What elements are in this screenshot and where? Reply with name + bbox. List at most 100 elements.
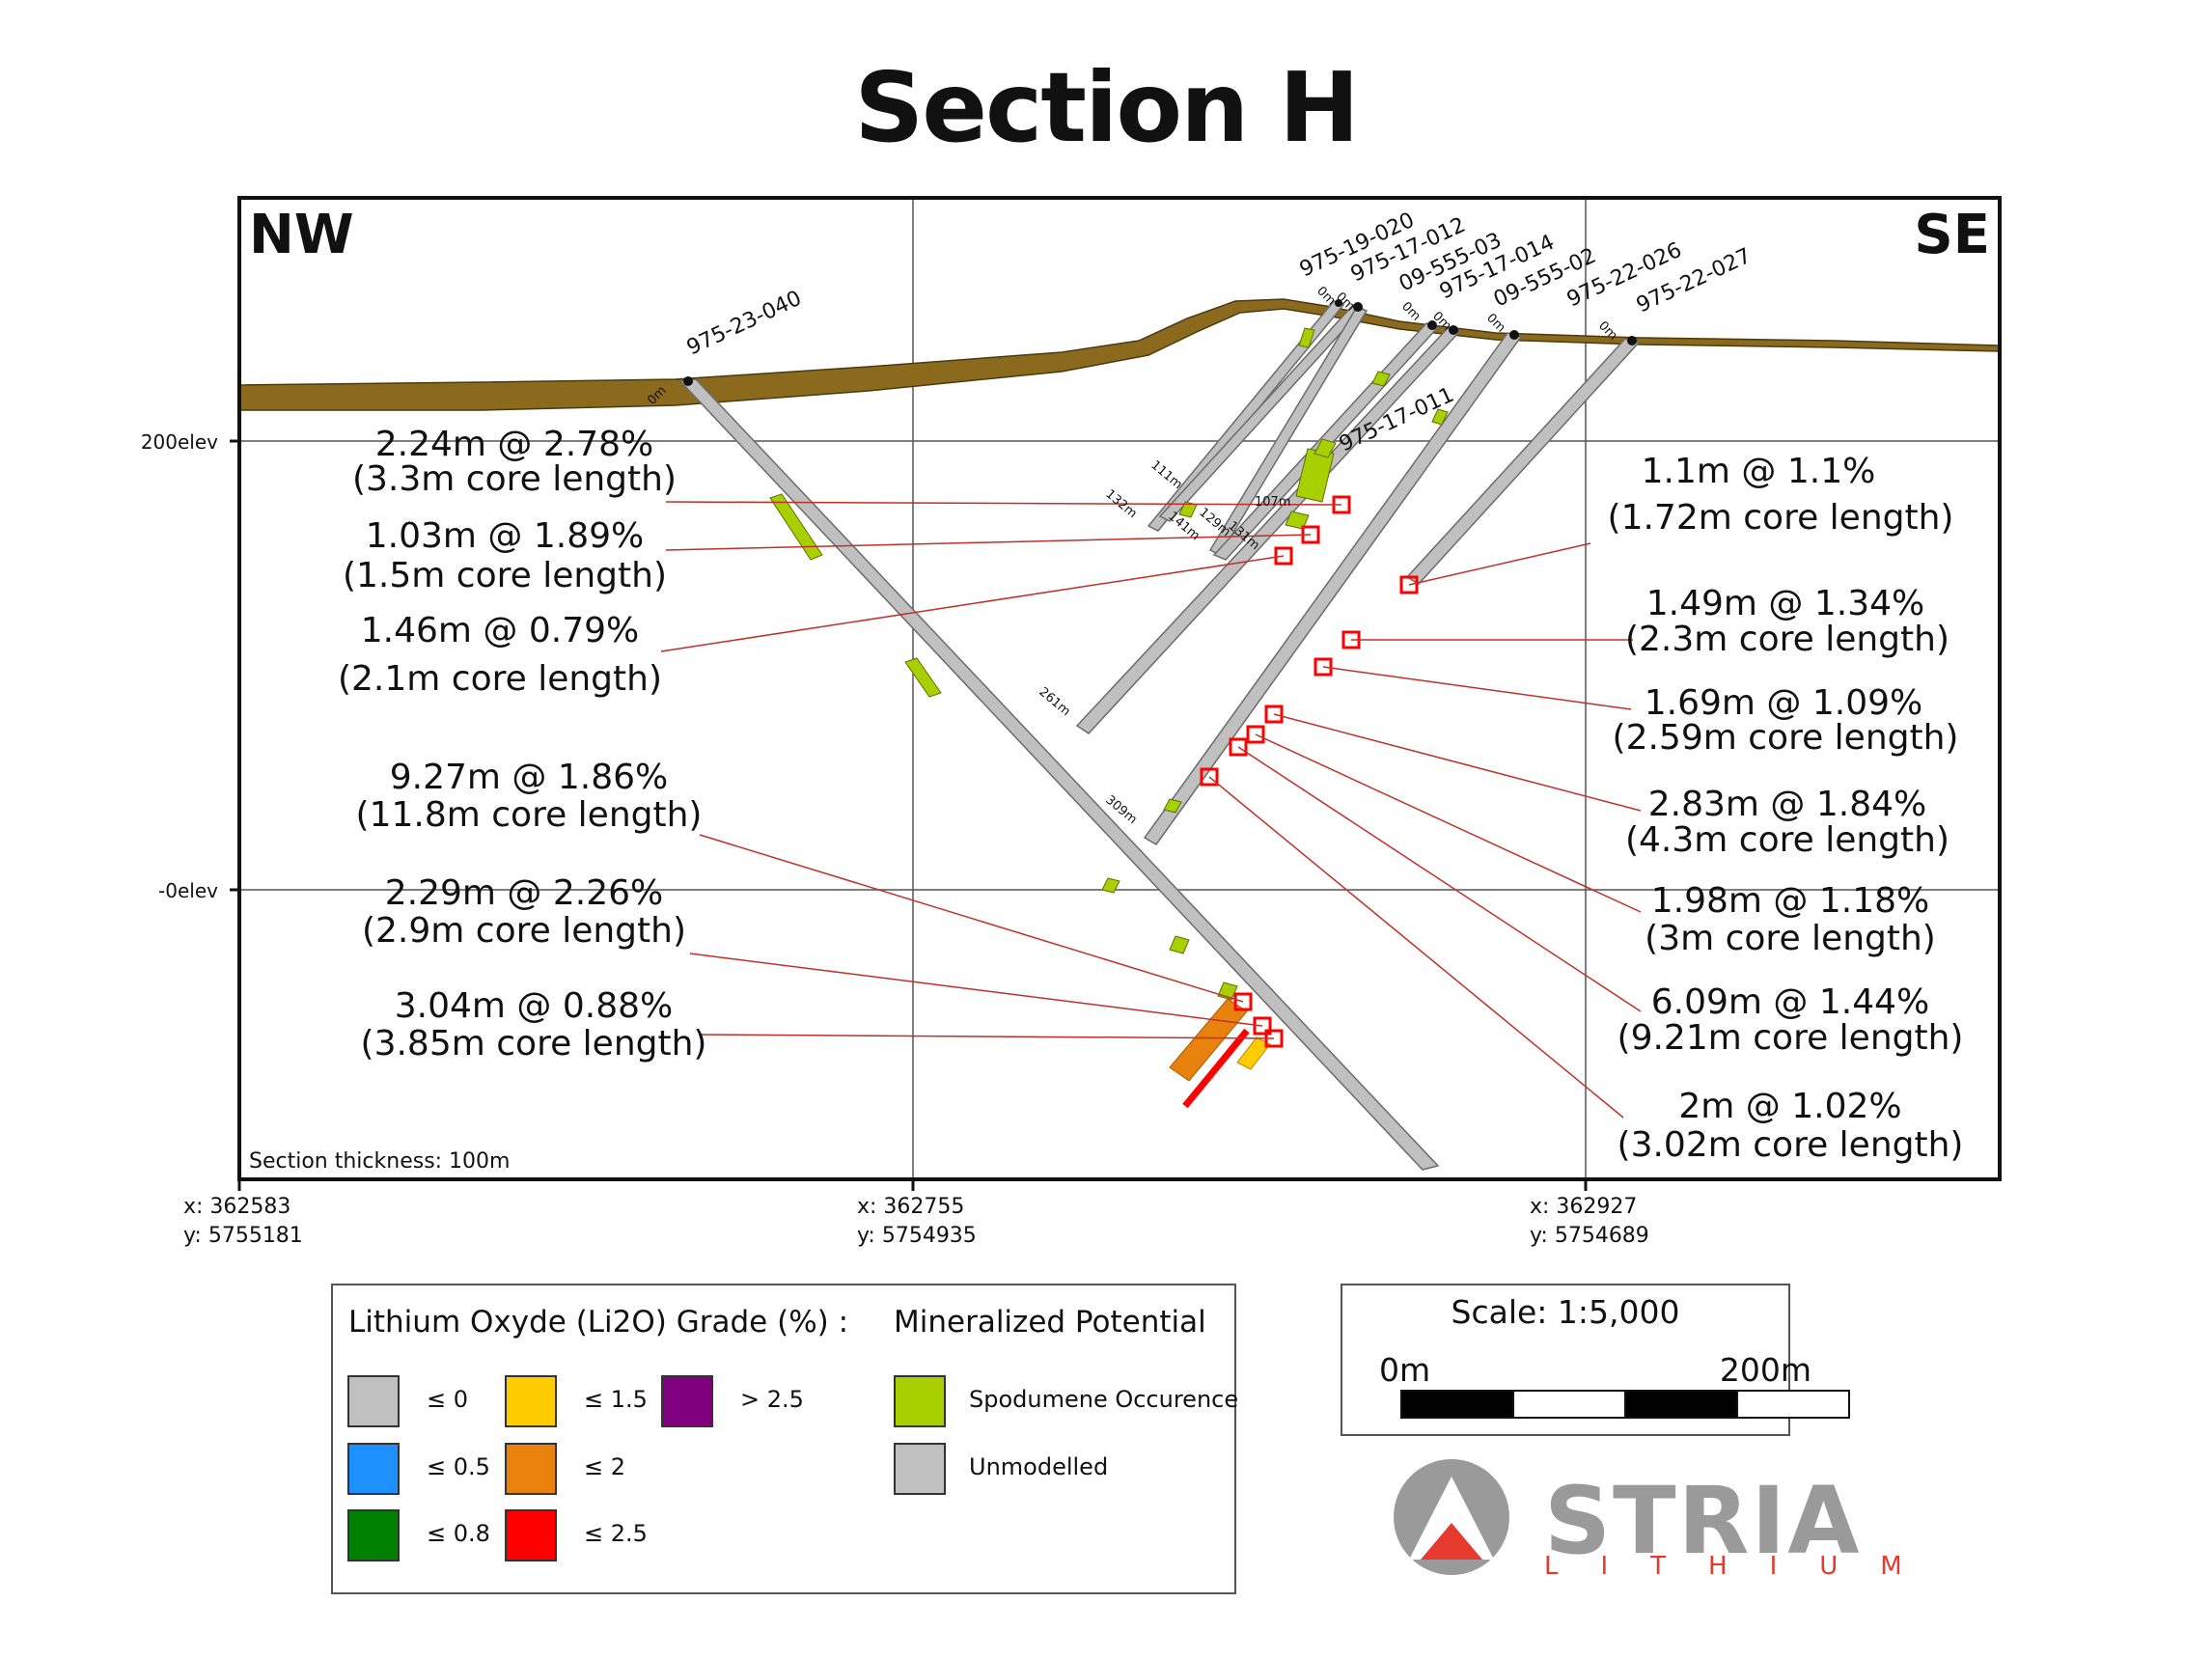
legend-swatch-grade-0: [347, 1375, 400, 1427]
intercept-marker: [1200, 767, 1219, 787]
intercept-grade: 1.03m @ 1.89%: [366, 516, 644, 556]
legend-swatch-grade-gt25: [661, 1375, 713, 1427]
intercept-grade: 2.29m @ 2.26%: [385, 873, 663, 913]
grade-interval-orange: [1169, 998, 1248, 1082]
corner-label-se: SE: [1914, 204, 1990, 266]
drillhole-975-17-012: [1158, 304, 1365, 522]
intercept-grade: 3.04m @ 0.88%: [395, 986, 673, 1026]
intercept-core: (11.8m core length): [356, 795, 703, 835]
spodumene-patch: [769, 493, 823, 561]
legend-label: Unmodelled: [969, 1453, 1109, 1480]
spodumene-patch: [1169, 935, 1190, 954]
legend-grade-title: Lithium Oxyde (Li2O) Grade (%) :: [348, 1305, 849, 1340]
leader-line: [699, 834, 1244, 1003]
legend-label: ≤ 0.8: [427, 1520, 490, 1547]
intercept-marker: [1274, 546, 1293, 566]
legend-label: ≤ 2.5: [584, 1520, 648, 1547]
intercept-core: (3.02m core length): [1618, 1125, 1964, 1165]
stria-logo-icon: [1394, 1459, 1509, 1575]
legend-label: ≤ 2: [584, 1453, 626, 1480]
legend-swatch-grade-25: [505, 1509, 557, 1561]
drillhole-975-22-027: [1405, 338, 1641, 585]
intercept-grade: 2.83m @ 1.84%: [1648, 785, 1926, 824]
leader-line: [665, 534, 1312, 551]
legend-label: Spodumene Occurence: [969, 1386, 1239, 1413]
intercept-grade: 2.24m @ 2.78%: [375, 425, 653, 464]
coordinate-block-2: x: 362755 y: 5754935: [857, 1193, 977, 1251]
coord-y: y: 5754689: [1530, 1224, 1649, 1248]
scale-segment: [1736, 1390, 1850, 1419]
elevation-label: -0elev: [158, 879, 218, 902]
spodumene-patch: [1313, 438, 1337, 458]
collar-point: [1449, 325, 1458, 335]
intercept-marker: [1229, 737, 1248, 757]
intercept-marker: [1233, 992, 1253, 1011]
leader-line: [1322, 666, 1632, 710]
spodumene-patch: [1298, 327, 1315, 348]
drillhole-975-23-040: [678, 378, 1440, 1171]
legend-swatch-grade-08: [347, 1509, 400, 1561]
logo-wordmark: STRIA: [1544, 1467, 1862, 1575]
depth-label: 111m: [1147, 458, 1184, 493]
intercept-grade: 1.69m @ 1.09%: [1645, 683, 1922, 723]
scale-label-end-text: 200m: [1719, 1351, 1811, 1389]
intercept-core: (2.59m core length): [1613, 718, 1959, 758]
intercept-marker: [1399, 575, 1419, 594]
coord-x: x: 362583: [183, 1195, 291, 1219]
page-title: Section H: [854, 51, 1360, 164]
scale-label-start: 0m: [1379, 1351, 1431, 1389]
scale-segment: [1512, 1390, 1626, 1419]
leader-line: [1408, 542, 1591, 586]
intercept-core: (4.3m core length): [1625, 820, 1949, 860]
grade-interval-red: [1182, 1028, 1250, 1109]
intercept-marker: [1253, 1016, 1272, 1036]
leader-line: [1255, 733, 1642, 913]
scale-segment: [1400, 1390, 1514, 1419]
depth-label: 261m: [1036, 685, 1072, 720]
coordinate-block-1: x: 362583 y: 5755181: [183, 1193, 303, 1251]
leader-line: [689, 953, 1263, 1027]
intercept-grade: 1.46m @ 0.79%: [361, 611, 639, 650]
intercept-grade: 6.09m @ 1.44%: [1651, 982, 1929, 1022]
intercept-core: (3.85m core length): [361, 1024, 707, 1064]
scale-segment: [1624, 1390, 1738, 1419]
intercept-marker: [1313, 657, 1333, 677]
intercept-core: (2.3m core length): [1625, 620, 1949, 659]
leader-line: [1273, 713, 1642, 812]
intercept-core: (2.9m core length): [362, 911, 686, 951]
coord-y: y: 5755181: [183, 1224, 303, 1248]
collar-point: [1427, 320, 1437, 330]
intercept-grade: 1.1m @ 1.1%: [1642, 452, 1876, 491]
section-thickness: Section thickness: 100m: [249, 1149, 510, 1174]
spodumene-patch: [904, 657, 942, 698]
logo-subtitle: LITHIUM: [1544, 1552, 1945, 1581]
legend-swatch-spodumene: [894, 1375, 946, 1427]
legend-label: ≤ 1.5: [584, 1386, 648, 1413]
intercept-grade: 9.27m @ 1.86%: [390, 758, 668, 797]
leader-line: [699, 1034, 1275, 1039]
leader-line: [660, 555, 1285, 652]
intercept-marker: [1246, 725, 1265, 744]
intercept-grade: 1.49m @ 1.34%: [1646, 584, 1924, 623]
overburden-layer: [238, 298, 2001, 411]
coord-y: y: 5754935: [857, 1224, 977, 1248]
scale-title: Scale: 1:5,000: [1451, 1293, 1680, 1331]
leader-lines: [660, 501, 1642, 1119]
leader-line: [1208, 776, 1624, 1119]
collar-points: [683, 299, 1637, 386]
scale-label-end: 200m: [1720, 1351, 1811, 1389]
spodumene-patch: [1163, 798, 1182, 814]
intercept-core: (1.72m core length): [1608, 498, 1954, 538]
spodumene-occurrences: [769, 327, 1449, 1001]
legend-swatch-unmodelled: [894, 1443, 946, 1495]
collar-point: [1353, 302, 1363, 312]
intercept-core: (3m core length): [1645, 919, 1936, 958]
intercept-core: (2.1m core length): [338, 659, 662, 699]
corner-label-nw: NW: [249, 204, 354, 266]
collar-label: 0m: [1398, 299, 1423, 323]
spodumene-patch: [1101, 877, 1120, 894]
intercept-marker: [1264, 705, 1284, 724]
section-frame: [237, 196, 2002, 1181]
spodumene-patch: [1371, 371, 1391, 387]
intercept-grade: 1.98m @ 1.18%: [1651, 881, 1929, 921]
